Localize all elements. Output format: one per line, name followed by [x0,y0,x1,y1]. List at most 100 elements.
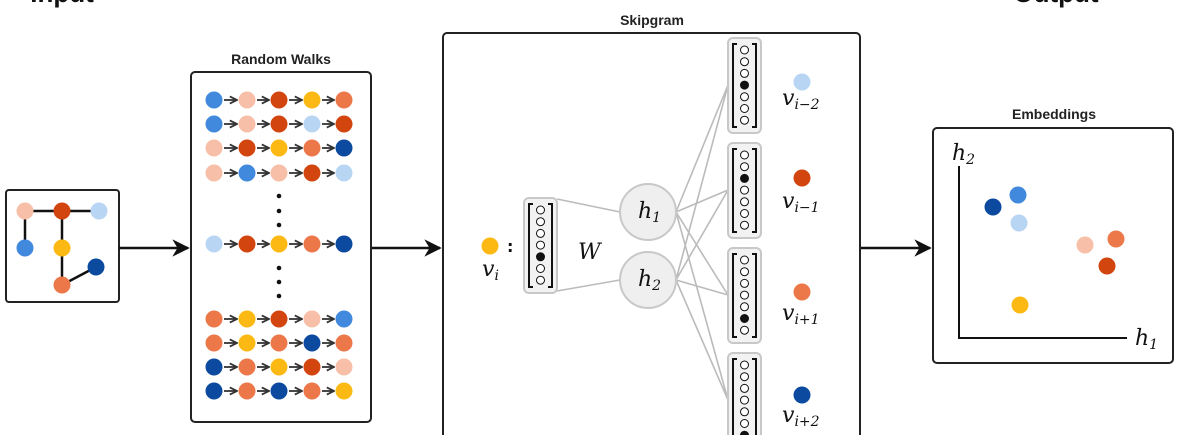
one-hot-unit [536,275,545,285]
embedding-point [1011,296,1029,314]
one-hot-unit [536,228,545,238]
weight-line [556,198,621,213]
walk-node [270,139,288,157]
walk-node [270,310,288,328]
walk-node [238,358,256,376]
walk-node [270,235,288,253]
graph-node [90,202,108,220]
embedding-points [984,186,1125,314]
walk-node [303,310,321,328]
one-hot-unit [740,419,749,428]
walk-node [238,235,256,253]
walk-node [205,115,223,133]
output-weight-line [675,189,729,213]
walk-node [238,164,256,182]
one-hot-unit [740,197,749,207]
walk-node [335,334,353,352]
one-hot-unit [740,255,749,265]
walk-node [205,91,223,109]
embedding-point [984,198,1002,216]
one-hot-unit [536,217,545,227]
input-node-label: vi [482,257,499,284]
walk-node [303,235,321,253]
one-hot-unit [740,278,749,288]
ellipsis-dot [276,208,282,214]
ellipsis-dot [276,222,282,228]
one-hot-unit [740,209,749,218]
one-hot-unit [740,302,749,312]
output-weight-line [675,211,729,296]
hidden-node-h2 [619,251,677,309]
output-weight-line [675,84,729,213]
x-axis-label: h1 [1135,326,1158,353]
one-hot-unit [740,104,749,113]
ellipsis-dot [276,293,282,299]
one-hot-unit [740,115,749,125]
graph-node [16,202,34,220]
one-hot-unit [740,150,749,160]
input-title: Input [30,0,94,8]
embeddings-title: Embeddings [1012,106,1096,122]
walk-node [335,115,353,133]
walk-node [205,235,223,253]
hidden-label-h1: h1 [638,199,661,226]
input-node-dot [481,237,499,255]
one-hot-unit [740,360,749,370]
output-weight-line [675,279,729,296]
one-hot-unit [740,45,749,55]
y-axis-label: h2 [952,141,975,168]
input-colon: : [507,237,513,256]
one-hot-unit [740,173,749,183]
weight-line [556,279,621,292]
vector-bracket [732,358,757,435]
graph-node [53,239,71,257]
one-hot-unit [536,252,545,262]
label-base: v [782,189,795,214]
one-hot-unit [740,325,749,335]
walk-node [205,334,223,352]
label-base: v [782,301,795,326]
walk-node [335,235,353,253]
output-one-hot-vector [727,352,762,435]
walk-node [335,91,353,109]
walk-node [335,382,353,400]
output-weight-line [675,211,729,401]
ellipsis-dot [276,193,282,199]
one-hot-unit [740,314,749,323]
embedding-point [1098,257,1116,275]
weight-matrix-label: W [578,240,603,265]
walk-node [270,164,288,182]
walk-node [303,334,321,352]
walk-node [335,139,353,157]
output-weight-line [675,279,729,401]
embedding-axes [958,166,1127,339]
label-sub: i+2 [794,414,819,430]
one-hot-unit [536,264,545,273]
walk-node [238,334,256,352]
walk-node [303,139,321,157]
ellipsis-dot [276,265,282,271]
walk-node [205,164,223,182]
one-hot-unit [740,372,749,382]
walk-node [303,91,321,109]
context-node-dot [793,73,811,91]
walk-node [205,139,223,157]
hidden-label-h2: h2 [638,267,661,294]
walk-node [303,164,321,182]
random-walks-title: Random Walks [231,51,331,67]
vector-bracket [732,43,757,128]
walk-node [238,115,256,133]
walk-node [303,358,321,376]
output-weight-line [675,84,729,281]
walk-node [205,310,223,328]
vector-bracket [528,203,553,288]
context-node-label: vi−2 [782,86,820,113]
one-hot-unit [740,92,749,102]
one-hot-unit [740,407,749,417]
walk-node [238,382,256,400]
walk-node [238,310,256,328]
context-node-label: vi+2 [782,403,820,430]
walk-node [270,115,288,133]
vector-bracket [732,253,757,338]
